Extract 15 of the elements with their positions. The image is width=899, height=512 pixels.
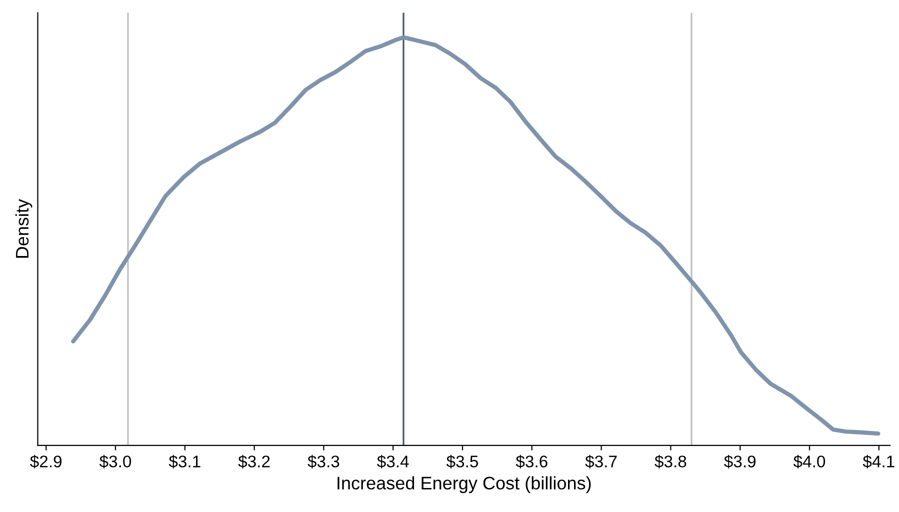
x-tick-label: $3.6 [516,454,548,468]
x-tick-label: $4.0 [793,454,826,468]
x-tick-label: $2.9 [30,454,62,468]
x-axis-title: Increased Energy Cost (billions) [338,476,591,494]
x-tick-label: $3.3 [308,454,340,468]
x-tick-label: $3.5 [446,454,478,468]
x-tick-label: $3.0 [99,454,132,468]
x-tick-label: $3.4 [377,454,409,468]
x-tick-label: $3.9 [724,454,756,468]
y-axis-title: Density [15,199,32,258]
x-tick-label: $3.1 [168,454,200,468]
x-tick-label: $3.2 [238,454,270,468]
x-tick-label: $3.8 [654,454,686,468]
x-tick-label: $3.7 [585,454,617,468]
x-tick-label: $4.1 [862,454,894,468]
